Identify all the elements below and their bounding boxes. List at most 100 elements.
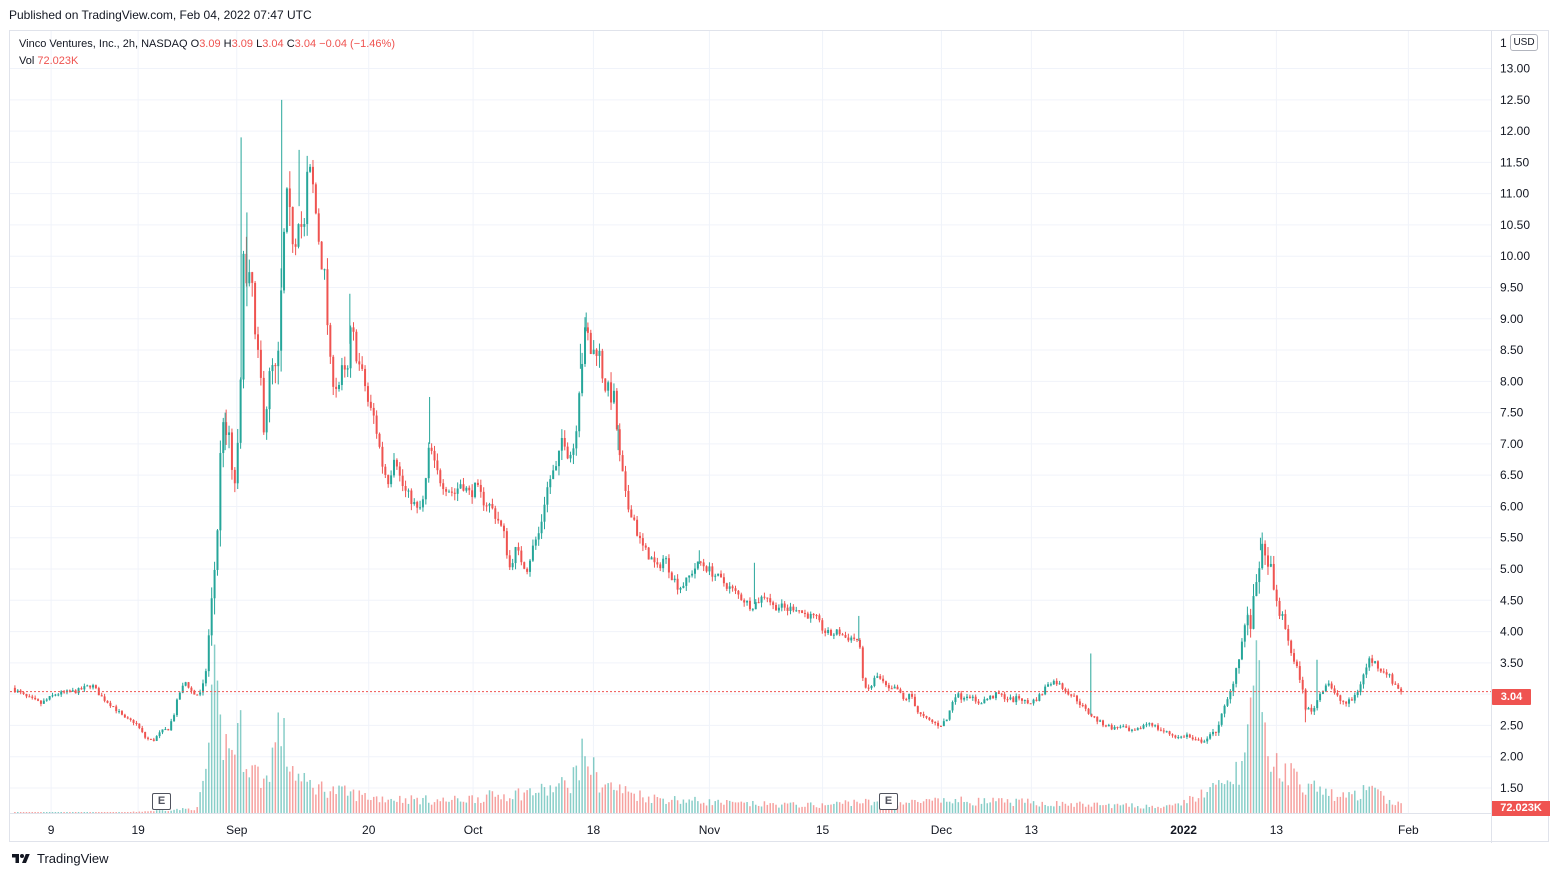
candle-body: [68, 690, 71, 692]
volume-bar: [1307, 783, 1310, 813]
volume-bar: [315, 794, 317, 813]
candle-body: [1197, 739, 1200, 741]
volume-bar: [1157, 806, 1159, 813]
candle-body: [213, 569, 216, 599]
candle-body: [1214, 731, 1217, 733]
price-tick-label: 13.00: [1500, 62, 1530, 76]
candle-body: [795, 610, 798, 612]
volume-bar: [862, 803, 864, 813]
candle-body: [925, 716, 928, 718]
volume-bar: [685, 802, 688, 813]
legend-row-volume: Vol 72.023K: [19, 53, 395, 70]
candle-body: [977, 701, 980, 704]
candle-body: [372, 407, 375, 416]
volume-bar: [694, 796, 696, 813]
candle-body: [659, 564, 662, 569]
candle-body: [1290, 640, 1293, 654]
volume-bar: [419, 804, 421, 813]
candle-body: [138, 723, 141, 729]
volume-label[interactable]: Vol: [19, 55, 35, 67]
candle-body: [28, 696, 31, 698]
volume-bar: [355, 801, 358, 813]
volume-bar: [396, 801, 398, 813]
candle-body: [407, 490, 410, 492]
currency-button[interactable]: USD: [1510, 34, 1538, 51]
chart-frame[interactable]: 13.00 12.50 12.00 11.50 11.00 10.50 10.00 9.50 9…: [9, 30, 1550, 843]
volume-bar: [401, 802, 404, 813]
volume-bar: [726, 800, 728, 813]
time-tick-label: Sep: [226, 823, 248, 837]
volume-bar: [1006, 799, 1009, 813]
volume-bar: [72, 812, 74, 813]
candle-body: [537, 533, 540, 540]
candle-body: [792, 606, 795, 611]
volume-bar: [1189, 795, 1191, 813]
tradingview-logo-icon: [12, 853, 30, 863]
volume-bar: [659, 798, 661, 813]
volume-bar: [859, 803, 861, 813]
volume-bar: [1325, 788, 1327, 813]
candle-body: [882, 678, 885, 682]
volume-bar: [430, 804, 433, 813]
candle-body: [63, 691, 66, 693]
candle-body: [937, 722, 940, 726]
price-axis[interactable]: 13.0012.5012.0011.5011.0010.5010.009.509…: [1500, 36, 1530, 795]
earnings-marker[interactable]: E: [879, 793, 898, 810]
candle-body: [326, 269, 329, 326]
time-axis[interactable]: 9 19 Sep 20 Oct 18 Nov 15 Dec 13 2022 13 Feb: [48, 823, 1419, 837]
volume-bar: [815, 807, 818, 813]
candle-body: [662, 558, 665, 569]
volume-bar: [604, 784, 607, 813]
candle-body: [1295, 661, 1298, 667]
candle-body: [1327, 683, 1330, 686]
volume-bar: [613, 789, 615, 813]
candle-body: [340, 365, 343, 385]
candle-body: [1185, 734, 1188, 737]
volume-bar: [1377, 789, 1379, 813]
candle-body: [1110, 724, 1113, 730]
symbol-name[interactable]: Vinco Ventures, Inc., 2h, NASDAQ: [19, 38, 188, 50]
candle-body: [1151, 723, 1154, 726]
candle-body: [1009, 697, 1012, 700]
candle-body: [1104, 725, 1107, 727]
volume-bar: [572, 767, 575, 813]
volume-bar: [1142, 808, 1145, 813]
volume-bar: [537, 792, 540, 813]
candle-body: [1171, 734, 1174, 736]
volume-bar: [720, 802, 722, 813]
volume-bar: [445, 801, 447, 813]
volume-bar: [1000, 798, 1003, 813]
volume-bar: [43, 812, 45, 813]
candle-body: [1136, 728, 1139, 731]
candle-body: [1223, 705, 1226, 714]
volume-bar: [1220, 782, 1223, 813]
candle-body: [262, 377, 265, 433]
candle-body: [1125, 726, 1128, 728]
price-tick-label: 1.50: [1500, 781, 1524, 795]
candle-body: [1264, 543, 1267, 556]
volume-bar: [1287, 785, 1289, 813]
candle-body: [1026, 700, 1029, 704]
candle-body: [1319, 693, 1322, 701]
candle-body: [288, 188, 291, 208]
candle-body: [876, 676, 879, 678]
earnings-marker[interactable]: E: [152, 793, 171, 810]
candle-body: [285, 188, 288, 232]
candle-body: [462, 484, 465, 491]
candle-body: [818, 615, 821, 621]
volume-bar: [129, 812, 132, 813]
volume-bar: [1122, 804, 1125, 813]
volume-bar: [766, 804, 769, 813]
volume-bar: [135, 812, 138, 813]
candle-body: [772, 602, 775, 605]
candle-body: [1353, 694, 1356, 701]
candlestick-chart[interactable]: 13.0012.5012.0011.5011.0010.5010.009.509…: [10, 31, 1550, 843]
footer-brand[interactable]: TradingView: [10, 851, 109, 866]
volume-bar: [1252, 685, 1255, 813]
volume-bar: [1345, 797, 1347, 813]
candle-body: [870, 685, 873, 689]
candle-body: [1272, 563, 1275, 590]
candle-body: [1287, 628, 1290, 641]
volume-bar: [1391, 804, 1394, 813]
volume-bar: [621, 793, 624, 813]
